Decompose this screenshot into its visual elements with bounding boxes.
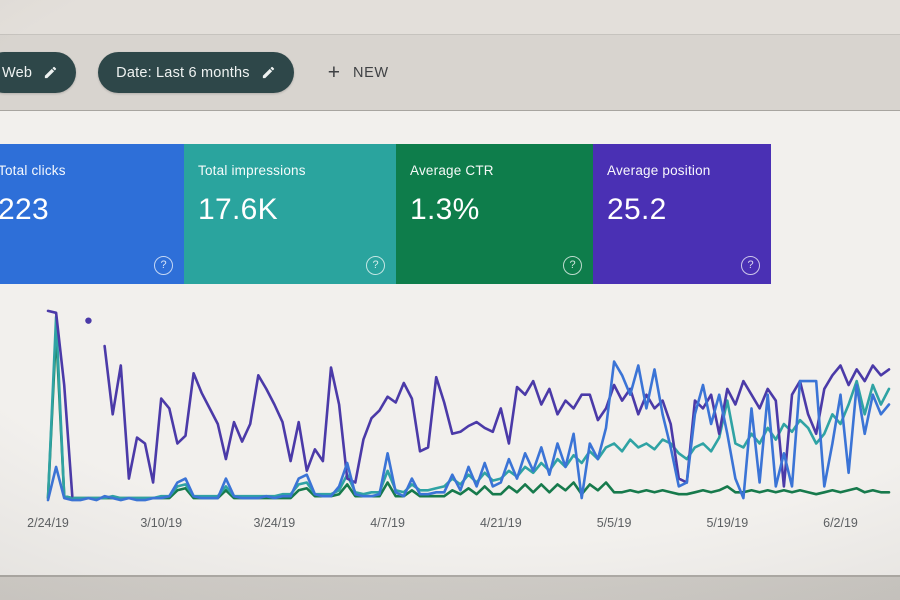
metric-card-value: 25.2: [607, 193, 667, 226]
metric-card-value: 1.3%: [410, 193, 480, 226]
metric-card[interactable]: Total impressions 17.6K ?: [184, 144, 396, 284]
new-filter-label: NEW: [353, 64, 389, 81]
x-axis-label: 3/10/19: [140, 516, 183, 530]
filter-chip-label: Web: [2, 64, 33, 81]
metric-card[interactable]: Total clicks 223 ?: [0, 144, 184, 284]
new-filter-button[interactable]: + NEW: [328, 62, 389, 83]
filter-toolbar: Web Date: Last 6 months + NEW: [0, 35, 900, 110]
metric-card-label: Total impressions: [198, 163, 306, 178]
help-icon-glyph: ?: [160, 259, 167, 271]
x-axis-label: 4/21/19: [479, 516, 522, 530]
x-axis-label: 5/19/19: [706, 516, 749, 530]
metric-card-label: Average CTR: [410, 163, 494, 178]
x-axis: 2/24/19 3/10/19 3/24/19 4/7/19 4/21/19 5/5/19…: [27, 516, 897, 540]
filter-chip-label: Date: Last 6 months: [116, 64, 250, 81]
filter-chips: Web Date: Last 6 months: [0, 52, 294, 93]
x-axis-label: 4/7/19: [370, 516, 405, 530]
chart-line-total-clicks: [46, 360, 891, 502]
x-axis-label: 3/24/19: [253, 516, 296, 530]
performance-chart: [40, 298, 897, 510]
help-icon-glyph: ?: [372, 259, 379, 271]
metric-card-value: 223: [0, 193, 49, 226]
metric-card-label: Average position: [607, 163, 711, 178]
help-icon-glyph: ?: [569, 259, 576, 271]
help-icon[interactable]: ?: [741, 256, 760, 275]
plus-icon: +: [327, 61, 340, 84]
help-icon[interactable]: ?: [366, 256, 385, 275]
filter-chip-web[interactable]: Web: [0, 52, 77, 93]
metric-card[interactable]: Average CTR 1.3% ?: [396, 144, 593, 284]
metric-card-label: Total clicks: [0, 163, 66, 178]
help-icon[interactable]: ?: [154, 256, 173, 275]
x-axis-label: 5/5/19: [596, 516, 632, 530]
filter-chip-date[interactable]: Date: Last 6 months: [98, 52, 294, 93]
x-axis-label: 6/2/19: [823, 516, 858, 530]
pencil-icon: [261, 65, 276, 80]
metric-card-value: 17.6K: [198, 193, 278, 226]
browser-top-band: [0, 0, 900, 35]
chart-line-average-position: [103, 344, 891, 488]
pencil-icon: [43, 65, 58, 80]
chart-line-average-position: [46, 309, 74, 498]
metric-cards-row: Total clicks 223 ? Total impressions 17.…: [0, 144, 771, 284]
performance-chart-canvas: [46, 309, 891, 502]
help-icon[interactable]: ?: [563, 256, 582, 275]
chart-line-total-impressions: [46, 315, 891, 500]
chart-point-average-position: [85, 317, 92, 324]
metric-card[interactable]: Average position 25.2 ?: [593, 144, 771, 284]
chart-line-average-ctr: [46, 329, 891, 500]
x-axis-label: 2/24/19: [27, 516, 69, 530]
help-icon-glyph: ?: [747, 259, 754, 271]
